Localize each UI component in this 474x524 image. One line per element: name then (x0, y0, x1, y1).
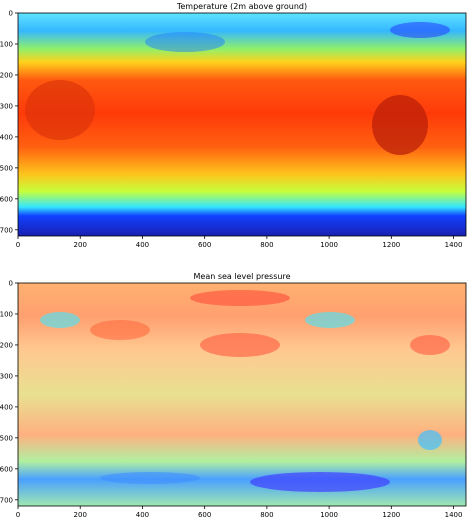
y-tick-label: 0 (9, 10, 13, 18)
x-tick-label: 1200 (382, 241, 400, 249)
x-tick-label: 800 (260, 241, 273, 249)
y-tick-label: 0 (9, 280, 13, 288)
x-tick-label: 400 (136, 241, 149, 249)
y-tick-label: 300 (0, 102, 13, 110)
x-tick-label: 200 (74, 241, 87, 249)
x-tick-label: 1200 (382, 511, 400, 519)
axes-frame (17, 12, 467, 237)
y-tick-label: 100 (0, 310, 13, 318)
y-tick-label: 600 (0, 195, 13, 203)
temperature-image (18, 13, 466, 236)
y-tick-label: 300 (0, 372, 13, 380)
y-tick-label: 400 (0, 133, 13, 141)
y-tick-label: 600 (0, 465, 13, 473)
y-tick-label: 500 (0, 164, 13, 172)
y-tick-label: 700 (0, 496, 13, 504)
x-tick-label: 1000 (320, 511, 338, 519)
y-tick-label: 200 (0, 341, 13, 349)
chart-title: Mean sea level pressure (194, 272, 291, 281)
x-tick-label: 0 (16, 241, 20, 249)
pressure-image (18, 283, 466, 506)
y-tick-label: 200 (0, 71, 13, 79)
x-tick-label: 1000 (320, 241, 338, 249)
chart-title: Temperature (2m above ground) (176, 2, 307, 11)
y-tick-label: 700 (0, 226, 13, 234)
y-tick-label: 500 (0, 434, 13, 442)
x-tick-label: 400 (136, 511, 149, 519)
x-tick-label: 200 (74, 511, 87, 519)
x-tick-label: 0 (16, 511, 20, 519)
x-tick-label: 1400 (445, 511, 463, 519)
x-tick-label: 600 (198, 241, 211, 249)
y-tick-label: 100 (0, 40, 13, 48)
x-tick-label: 800 (260, 511, 273, 519)
axes-frame (17, 282, 467, 507)
x-tick-label: 1400 (445, 241, 463, 249)
y-tick-label: 400 (0, 403, 13, 411)
x-tick-label: 600 (198, 511, 211, 519)
